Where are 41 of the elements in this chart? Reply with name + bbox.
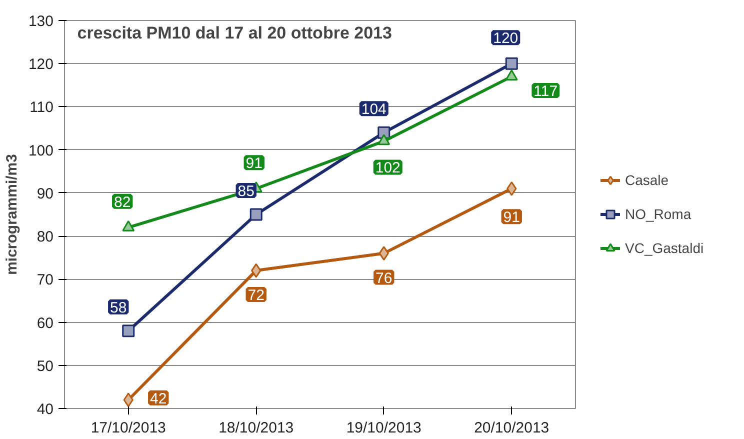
point xyxy=(251,263,262,278)
point xyxy=(122,220,135,232)
y-tick-label: 120 xyxy=(28,56,54,74)
y-tick-label: 110 xyxy=(30,99,54,116)
legend-label: NO_Roma xyxy=(625,206,692,222)
point xyxy=(506,181,517,196)
data-label: 85 xyxy=(238,183,254,200)
legend-label: VC_Gastaldi xyxy=(625,240,704,256)
data-label: 72 xyxy=(248,287,264,304)
point xyxy=(378,134,390,146)
x-tick-label: 19/10/2013 xyxy=(346,420,422,436)
point xyxy=(505,57,518,70)
data-label: 76 xyxy=(376,270,392,287)
point xyxy=(505,69,518,80)
data-label: 104 xyxy=(361,101,386,118)
x-tick-label: 17/10/2013 xyxy=(90,420,166,436)
data-label: 82 xyxy=(114,194,131,211)
point xyxy=(122,324,135,338)
data-label: 91 xyxy=(246,155,262,172)
y-tick-label: 70 xyxy=(36,272,54,289)
y-tick-label: 50 xyxy=(36,358,54,375)
data-label: 117 xyxy=(534,83,558,100)
x-tick-label: 18/10/2013 xyxy=(218,420,294,436)
y-axis-title: microgrammi/m3 xyxy=(3,154,20,275)
data-label: 58 xyxy=(110,299,127,316)
data-label: 102 xyxy=(375,160,400,177)
y-tick-label: 60 xyxy=(36,314,54,332)
y-tick-label: 130 xyxy=(28,13,54,30)
data-label: 91 xyxy=(503,209,520,226)
x-tick-label: 20/10/2013 xyxy=(474,420,550,436)
y-tick-label: 80 xyxy=(36,228,54,246)
data-label: 42 xyxy=(150,390,167,408)
y-tick-label: 100 xyxy=(28,142,54,160)
y-tick-label: 40 xyxy=(36,401,54,418)
point xyxy=(378,246,389,261)
chart-title: crescita PM10 dal 17 al 20 ottobre 2013 xyxy=(77,24,392,42)
point xyxy=(250,208,262,221)
point xyxy=(123,392,134,408)
legend-label: Casale xyxy=(625,172,669,188)
y-tick-label: 90 xyxy=(36,185,54,202)
data-label: 120 xyxy=(493,30,518,48)
